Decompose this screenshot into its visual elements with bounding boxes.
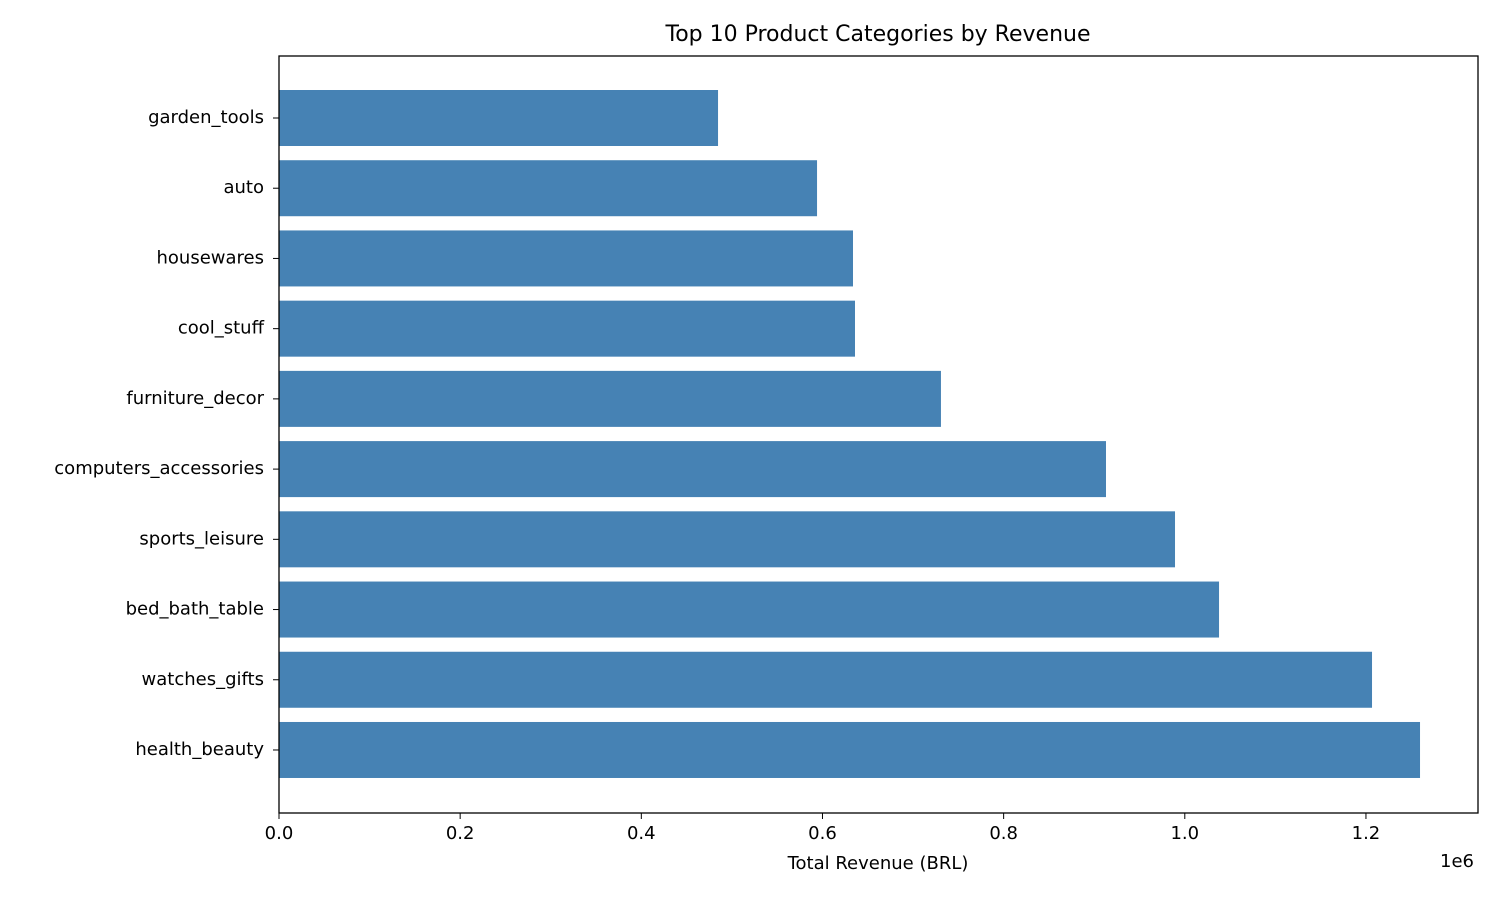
x-tick-label: 0.0 <box>265 823 294 844</box>
bar <box>279 511 1176 568</box>
y-tick-label: bed_bath_table <box>126 599 264 620</box>
y-tick-label: health_beauty <box>135 739 264 760</box>
bar <box>279 370 941 427</box>
y-tick-label: housewares <box>157 247 265 268</box>
bar <box>279 651 1373 708</box>
bar <box>279 441 1106 498</box>
x-tick-label: 0.8 <box>989 823 1018 844</box>
chart-title: Top 10 Product Categories by Revenue <box>665 22 1091 47</box>
x-axis-label: Total Revenue (BRL) <box>787 853 969 874</box>
y-tick-label: cool_stuff <box>178 318 265 339</box>
x-tick-label: 0.4 <box>627 823 656 844</box>
plot-frame <box>278 55 1479 814</box>
bar <box>279 581 1220 638</box>
y-tick-label: computers_accessories <box>54 458 264 479</box>
x-offset-label: 1e6 <box>1440 851 1474 872</box>
bar <box>279 160 818 217</box>
x-tick-label: 1.2 <box>1352 823 1381 844</box>
x-tick-label: 0.2 <box>446 823 475 844</box>
y-tick-label: furniture_decor <box>126 388 264 409</box>
bar <box>279 721 1421 778</box>
x-tick-label: 1.0 <box>1170 823 1199 844</box>
y-tick-label: garden_tools <box>148 107 264 128</box>
bar <box>279 90 719 146</box>
bar <box>279 300 855 357</box>
x-tick-label: 0.6 <box>808 823 837 844</box>
y-tick-label: auto <box>223 177 264 198</box>
y-tick-label: watches_gifts <box>142 669 264 690</box>
bar <box>279 230 854 287</box>
y-tick-label: sports_leisure <box>139 528 264 549</box>
